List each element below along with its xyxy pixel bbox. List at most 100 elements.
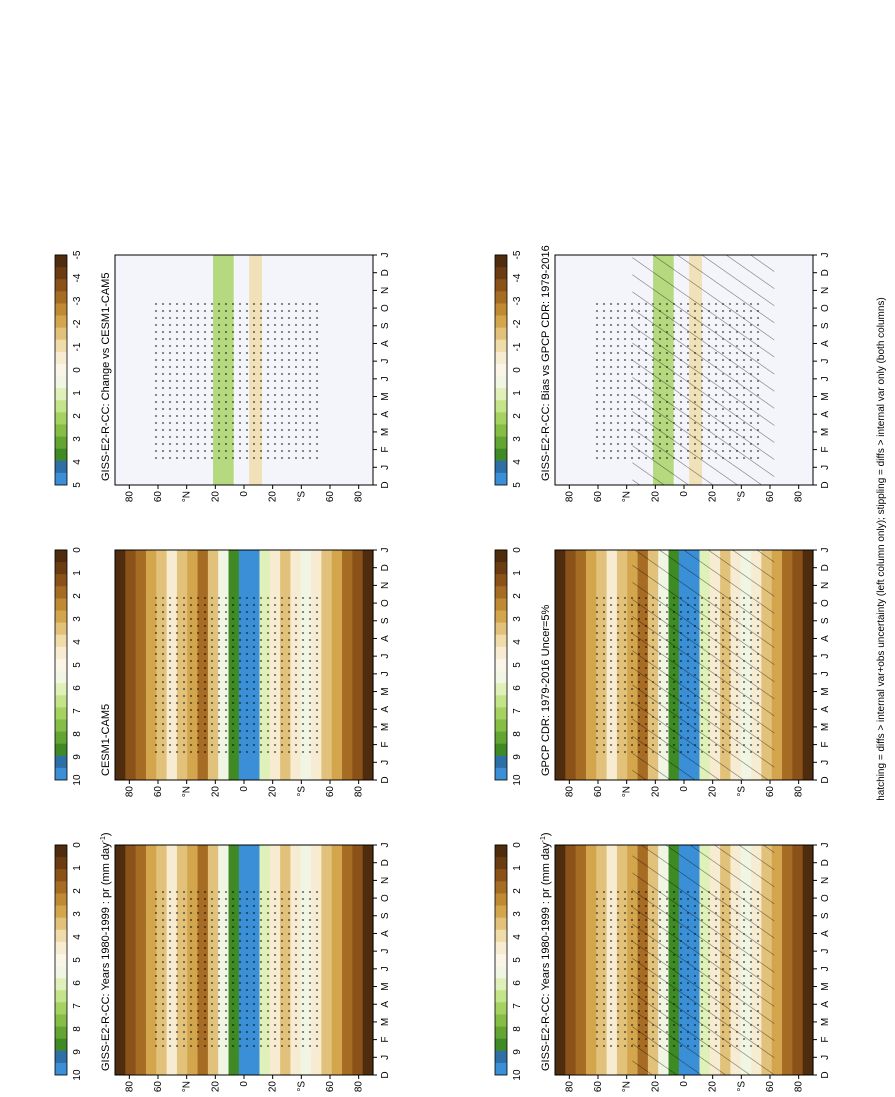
colorbar-swatch: [495, 622, 507, 635]
colorbar-swatch: [55, 597, 67, 611]
panel-title: GISS-E2-R-CC: Years 1980-1999 : pr (mm d…: [540, 832, 552, 1071]
stipple-overlay: [593, 301, 762, 462]
colorbar-swatch: [55, 1062, 67, 1075]
colorbar-tick-label: 6: [72, 685, 83, 691]
colorbar-tick-label: -4: [72, 273, 83, 282]
lat-tick-label: °N: [622, 491, 633, 502]
month-tick-label: S: [820, 322, 831, 329]
month-tick-label: D: [820, 481, 831, 488]
colorbar-swatch: [55, 731, 67, 744]
colorbar-swatch: [55, 965, 67, 979]
month-tick-label: M: [820, 428, 831, 436]
lat-tick-label: 80: [564, 1081, 575, 1093]
month-tick-label: M: [380, 982, 391, 990]
month-tick-label: N: [380, 582, 391, 589]
lat-tick-label: °S: [736, 786, 747, 797]
lat-tick-label: 60: [325, 786, 336, 798]
month-tick-label: O: [380, 894, 391, 902]
month-tick-label: D: [820, 776, 831, 783]
colorbar-tick-label: 5: [512, 662, 523, 668]
colorbar-tick-label: 2: [512, 593, 523, 599]
colorbar-tick-label: -5: [512, 250, 523, 259]
colorbar-swatch: [55, 868, 67, 882]
colorbar-swatch: [55, 743, 67, 756]
colorbar-tick-label: 5: [72, 957, 83, 963]
colorbar-swatch: [495, 290, 507, 304]
month-tick-label: A: [380, 706, 391, 713]
colorbar-swatch: [55, 880, 67, 894]
colorbar-tick-label: 2: [72, 888, 83, 894]
colorbar-tick-label: 10: [72, 774, 83, 786]
colorbar-swatch: [55, 706, 67, 720]
month-tick-label: S: [820, 912, 831, 919]
lat-tick-label: 20: [268, 786, 279, 798]
lat-tick-label: 80: [124, 491, 135, 503]
lat-tick-label: °S: [736, 491, 747, 502]
lat-tick-label: 20: [210, 491, 221, 503]
heatmap-cell: [115, 845, 126, 1075]
colorbar-tick-label: 6: [512, 685, 523, 691]
lat-tick-label: 0: [239, 1081, 250, 1087]
colorbar-swatch: [55, 1026, 67, 1039]
colorbar-tick-label: 6: [512, 980, 523, 986]
colorbar-swatch: [55, 755, 67, 768]
colorbar-swatch: [495, 755, 507, 768]
heatmap-cell: [342, 550, 353, 780]
lat-tick-label: 60: [153, 491, 164, 503]
colorbar-swatch: [495, 375, 507, 389]
month-tick-label: J: [820, 548, 831, 553]
stipple-overlay: [153, 891, 322, 1052]
lat-tick-label: 60: [325, 1081, 336, 1093]
colorbar-swatch: [55, 941, 67, 954]
lat-tick-label: 80: [794, 786, 805, 798]
month-tick-label: F: [380, 742, 391, 748]
colorbar-swatch: [55, 1038, 67, 1051]
month-tick-label: A: [820, 635, 831, 642]
colorbar-tick-label: -3: [512, 296, 523, 305]
heatmap-cell: [802, 550, 814, 780]
colorbar-swatch: [55, 1013, 67, 1027]
month-tick-label: J: [380, 966, 391, 971]
heatmap-cell: [135, 550, 147, 780]
month-tick-label: J: [380, 949, 391, 954]
colorbar-swatch: [495, 448, 507, 461]
colorbar-swatch: [495, 694, 507, 708]
lat-tick-label: °N: [182, 1081, 193, 1092]
month-tick-label: M: [380, 687, 391, 695]
colorbar-swatch: [495, 423, 507, 437]
month-tick-label: M: [820, 982, 831, 990]
lat-tick-label: 60: [153, 1081, 164, 1093]
colorbar-swatch: [55, 892, 67, 906]
lat-tick-label: 20: [650, 491, 661, 503]
colorbar-swatch: [495, 597, 507, 611]
colorbar-tick-label: 7: [512, 708, 523, 714]
month-tick-label: O: [380, 304, 391, 312]
colorbar-swatch: [495, 977, 507, 991]
lat-tick-label: °N: [622, 1081, 633, 1092]
colorbar-swatch: [495, 743, 507, 756]
colorbar-tick-label: 0: [512, 842, 523, 848]
colorbar-swatch: [495, 315, 507, 328]
colorbar-swatch: [55, 254, 67, 268]
colorbar-swatch: [55, 682, 67, 696]
colorbar-swatch: [55, 917, 67, 930]
month-tick-label: A: [820, 930, 831, 937]
month-tick-label: M: [380, 428, 391, 436]
month-tick-label: J: [820, 949, 831, 954]
colorbar-tick-label: 7: [512, 1003, 523, 1009]
colorbar-tick-label: 0: [72, 547, 83, 553]
heatmap-cell: [565, 845, 577, 1075]
colorbar-swatch: [495, 610, 507, 623]
month-tick-label: J: [820, 654, 831, 659]
month-tick-label: J: [820, 1055, 831, 1060]
colorbar-tick-label: 2: [72, 413, 83, 419]
heatmap-cell: [802, 845, 814, 1075]
lat-tick-label: 0: [679, 786, 690, 792]
